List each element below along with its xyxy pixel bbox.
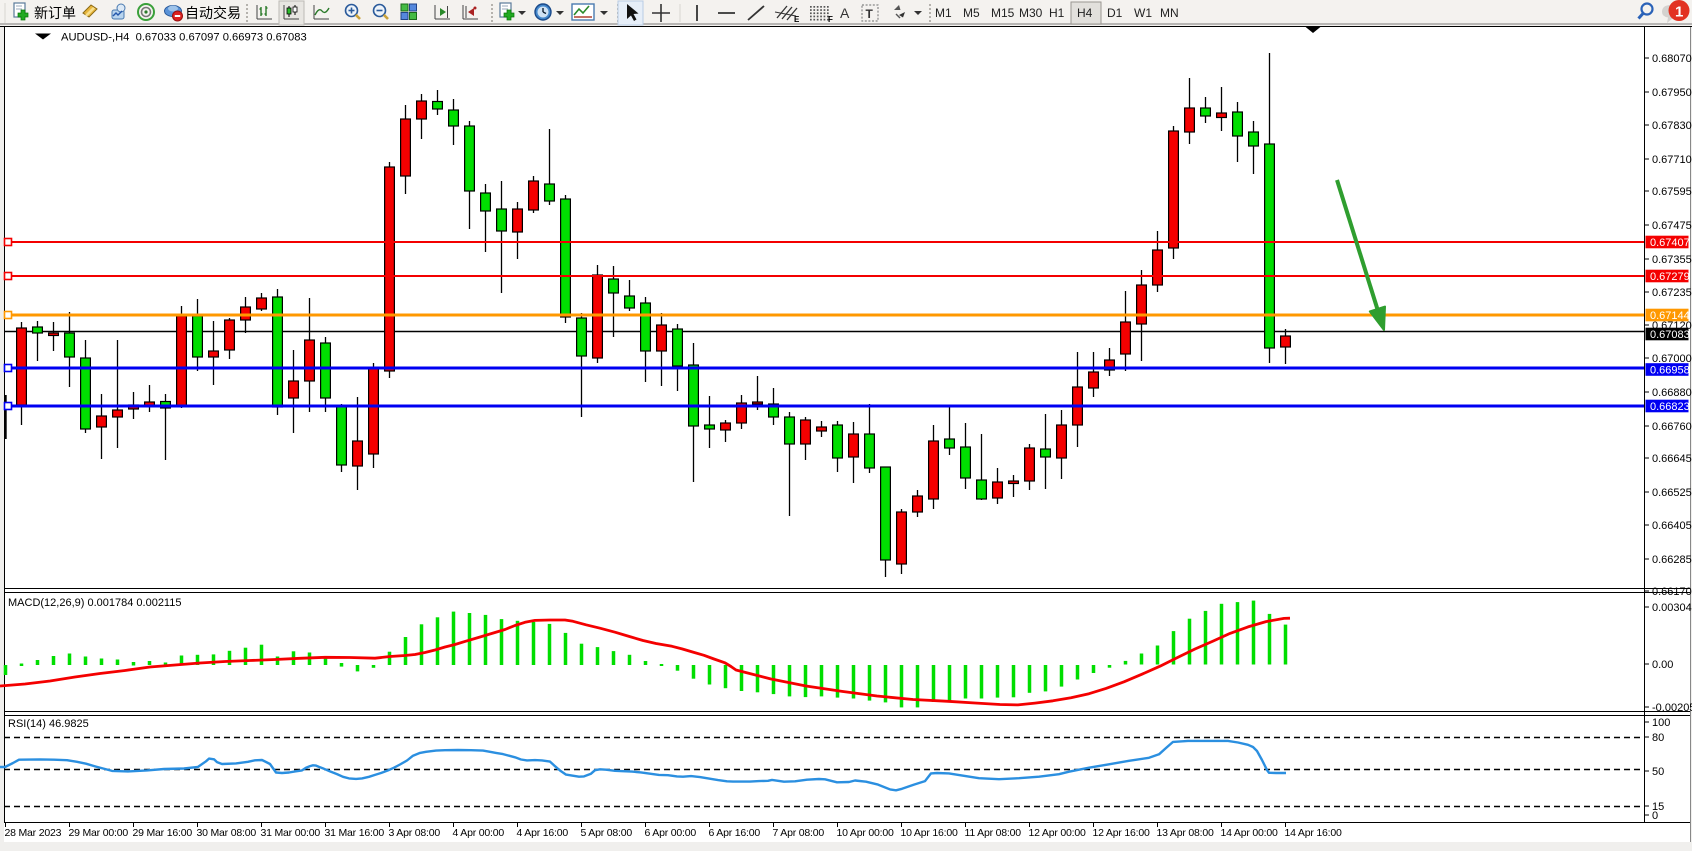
svg-text:3 Apr 08:00: 3 Apr 08:00	[389, 827, 441, 839]
svg-text:0.68070: 0.68070	[1652, 53, 1692, 65]
svg-text:0.00: 0.00	[1652, 659, 1673, 671]
svg-text:0.67235: 0.67235	[1652, 287, 1692, 299]
svg-text:0.67595: 0.67595	[1652, 186, 1692, 198]
svg-text:7 Apr 08:00: 7 Apr 08:00	[773, 827, 825, 839]
svg-text:MACD(12,26,9) 0.001784 0.00211: MACD(12,26,9) 0.001784 0.002115	[8, 597, 181, 609]
svg-text:A: A	[840, 5, 850, 21]
svg-text:F: F	[828, 15, 833, 24]
svg-text:MN: MN	[1160, 6, 1179, 20]
svg-text:29 Mar 00:00: 29 Mar 00:00	[69, 827, 129, 839]
svg-text:AUDUSD-,H4 0.67033 0.67097 0.: AUDUSD-,H4 0.67033 0.67097 0.66973 0.670…	[61, 32, 307, 44]
svg-text:14 Apr 16:00: 14 Apr 16:00	[1285, 827, 1343, 839]
svg-text:0.67710: 0.67710	[1652, 154, 1692, 166]
svg-text:30 Mar 08:00: 30 Mar 08:00	[197, 827, 257, 839]
svg-text:31 Mar 00:00: 31 Mar 00:00	[261, 827, 321, 839]
svg-text:0.67000: 0.67000	[1652, 353, 1692, 365]
svg-text:M30: M30	[1019, 6, 1043, 20]
svg-text:11 Apr 08:00: 11 Apr 08:00	[965, 827, 1022, 839]
svg-text:14 Apr 00:00: 14 Apr 00:00	[1221, 827, 1279, 839]
svg-text:E: E	[794, 15, 800, 24]
svg-text:0.67407: 0.67407	[1650, 237, 1690, 249]
svg-text:6 Apr 00:00: 6 Apr 00:00	[645, 827, 697, 839]
svg-text:0.00304: 0.00304	[1652, 602, 1692, 614]
svg-text:自动交易: 自动交易	[185, 5, 241, 21]
svg-text:0.66958: 0.66958	[1650, 365, 1690, 377]
svg-text:4 Apr 00:00: 4 Apr 00:00	[453, 827, 505, 839]
svg-text:RSI(14) 46.9825: RSI(14) 46.9825	[8, 718, 89, 730]
svg-text:28 Mar 2023: 28 Mar 2023	[5, 827, 62, 839]
svg-text:80: 80	[1652, 732, 1664, 744]
svg-text:15: 15	[1652, 801, 1664, 813]
svg-text:100: 100	[1652, 717, 1670, 729]
svg-text:M15: M15	[991, 6, 1015, 20]
svg-text:H4: H4	[1077, 6, 1093, 20]
svg-text:W1: W1	[1134, 6, 1152, 20]
svg-text:M1: M1	[935, 6, 952, 20]
svg-text:0.67083: 0.67083	[1650, 329, 1690, 341]
svg-text:1: 1	[1675, 4, 1683, 21]
svg-text:0.66525: 0.66525	[1652, 487, 1692, 499]
svg-text:0.67475: 0.67475	[1652, 220, 1692, 232]
svg-text:0.66880: 0.66880	[1652, 387, 1692, 399]
svg-text:D1: D1	[1107, 6, 1123, 20]
svg-text:新订单: 新订单	[34, 5, 76, 21]
svg-text:M5: M5	[963, 6, 980, 20]
svg-text:0.66285: 0.66285	[1652, 554, 1692, 566]
svg-text:0.66823: 0.66823	[1650, 401, 1690, 413]
svg-text:10 Apr 00:00: 10 Apr 00:00	[837, 827, 895, 839]
svg-text:12 Apr 16:00: 12 Apr 16:00	[1093, 827, 1151, 839]
svg-text:0: 0	[1652, 810, 1658, 822]
svg-text:13 Apr 08:00: 13 Apr 08:00	[1157, 827, 1215, 839]
svg-text:29 Mar 16:00: 29 Mar 16:00	[133, 827, 193, 839]
svg-text:31 Mar 16:00: 31 Mar 16:00	[325, 827, 385, 839]
svg-text:0.67144: 0.67144	[1650, 310, 1690, 322]
svg-text:-0.00205: -0.00205	[1652, 702, 1692, 714]
svg-text:0.66170: 0.66170	[1652, 586, 1692, 598]
svg-text:T: T	[866, 7, 874, 21]
svg-text:0.67830: 0.67830	[1652, 120, 1692, 132]
svg-text:0.67355: 0.67355	[1652, 254, 1692, 266]
svg-text:0.66405: 0.66405	[1652, 520, 1692, 532]
svg-text:10 Apr 16:00: 10 Apr 16:00	[901, 827, 959, 839]
svg-text:0.67950: 0.67950	[1652, 87, 1692, 99]
svg-text:5 Apr 08:00: 5 Apr 08:00	[581, 827, 633, 839]
svg-text:4 Apr 16:00: 4 Apr 16:00	[517, 827, 569, 839]
svg-text:0.66645: 0.66645	[1652, 453, 1692, 465]
svg-text:0.66760: 0.66760	[1652, 421, 1692, 433]
svg-text:6 Apr 16:00: 6 Apr 16:00	[709, 827, 761, 839]
svg-text:0.67279: 0.67279	[1650, 271, 1690, 283]
svg-text:12 Apr 00:00: 12 Apr 00:00	[1029, 827, 1087, 839]
svg-text:50: 50	[1652, 766, 1664, 778]
svg-text:H1: H1	[1049, 6, 1065, 20]
